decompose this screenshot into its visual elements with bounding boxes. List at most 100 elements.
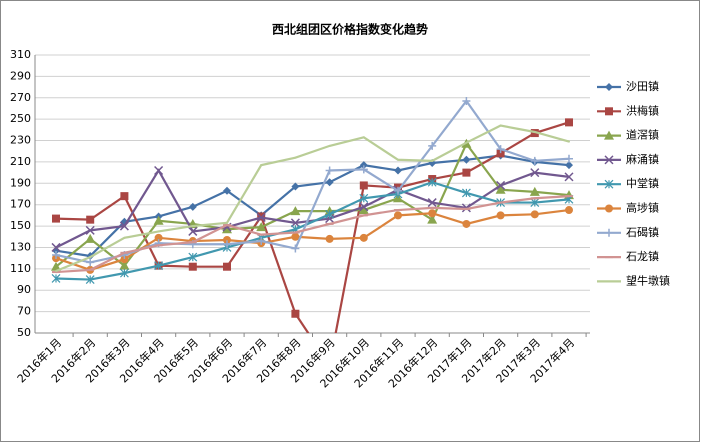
marker xyxy=(226,221,228,224)
marker xyxy=(533,130,536,133)
marker xyxy=(462,168,471,177)
marker xyxy=(358,205,369,215)
marker xyxy=(529,186,540,196)
marker xyxy=(223,262,231,271)
marker xyxy=(604,155,614,165)
series-line xyxy=(55,181,570,281)
marker xyxy=(495,184,506,194)
marker xyxy=(51,242,61,252)
marker xyxy=(461,188,471,198)
marker xyxy=(291,182,300,191)
marker xyxy=(154,261,164,271)
marker xyxy=(496,149,505,158)
marker xyxy=(530,198,540,207)
marker xyxy=(260,164,263,167)
marker xyxy=(120,192,129,201)
marker xyxy=(256,222,267,232)
marker xyxy=(462,96,471,105)
marker xyxy=(325,209,335,219)
marker xyxy=(359,193,369,203)
marker xyxy=(605,204,613,213)
y-tick-label: 310 xyxy=(10,48,31,61)
y-tick-label: 250 xyxy=(10,112,31,125)
marker xyxy=(294,156,297,159)
marker xyxy=(188,202,197,211)
marker xyxy=(85,275,95,284)
y-tick-label: 70 xyxy=(17,305,31,318)
legend-label: 洪梅镇 xyxy=(626,103,659,117)
marker xyxy=(85,233,96,243)
marker xyxy=(565,118,573,127)
legend-label: 石碣镇 xyxy=(626,225,659,239)
marker xyxy=(568,140,570,143)
marker xyxy=(325,166,334,175)
marker xyxy=(119,260,130,270)
y-tick-label: 190 xyxy=(10,176,31,189)
marker xyxy=(120,255,129,264)
marker xyxy=(359,181,368,190)
marker xyxy=(359,161,368,170)
y-tick-label: 290 xyxy=(10,69,31,82)
marker xyxy=(359,202,369,212)
marker xyxy=(394,211,402,220)
marker xyxy=(153,215,164,225)
marker xyxy=(565,161,573,170)
marker xyxy=(431,159,434,162)
marker xyxy=(428,141,437,150)
marker xyxy=(428,209,437,218)
marker xyxy=(157,230,160,233)
marker xyxy=(328,144,331,147)
series-line xyxy=(55,154,570,258)
marker xyxy=(427,198,437,208)
marker xyxy=(427,214,438,224)
marker xyxy=(223,186,231,195)
y-tick-label: 170 xyxy=(10,198,31,211)
marker xyxy=(605,107,613,116)
marker xyxy=(359,233,368,242)
marker xyxy=(52,250,60,259)
marker xyxy=(359,165,368,174)
marker xyxy=(565,154,573,163)
chart-title: 西北组团区价格指数变化趋势 xyxy=(272,22,428,37)
marker xyxy=(394,186,402,195)
marker xyxy=(496,211,505,220)
legend-label: 沙田镇 xyxy=(626,79,659,93)
series-line xyxy=(55,124,570,273)
marker xyxy=(530,156,539,165)
y-tick-label: 90 xyxy=(17,283,31,296)
y-tick-label: 130 xyxy=(10,240,31,253)
y-tick-label: 150 xyxy=(10,219,31,232)
marker xyxy=(291,244,300,253)
marker xyxy=(605,83,613,91)
marker xyxy=(257,237,266,246)
marker xyxy=(223,240,231,249)
marker xyxy=(291,232,300,241)
marker xyxy=(51,261,61,271)
legend-label: 道滘镇 xyxy=(626,128,659,142)
marker xyxy=(564,172,574,182)
marker xyxy=(499,124,502,127)
marker xyxy=(55,269,57,272)
y-tick-label: 270 xyxy=(10,91,31,104)
marker xyxy=(86,258,95,267)
marker xyxy=(119,221,129,231)
marker xyxy=(397,158,399,161)
marker xyxy=(325,234,334,243)
marker xyxy=(362,136,365,139)
legend-label: 石龙镇 xyxy=(626,249,659,263)
y-tick-label: 110 xyxy=(10,262,31,275)
marker xyxy=(530,210,539,219)
marker xyxy=(325,178,334,187)
marker xyxy=(154,165,164,176)
marker xyxy=(290,206,301,216)
y-tick-label: 230 xyxy=(10,134,31,147)
marker xyxy=(496,180,506,190)
marker xyxy=(188,226,198,236)
marker xyxy=(86,215,95,224)
marker xyxy=(222,224,232,234)
series-line xyxy=(55,121,570,333)
series-line xyxy=(55,195,570,274)
marker xyxy=(119,268,129,278)
